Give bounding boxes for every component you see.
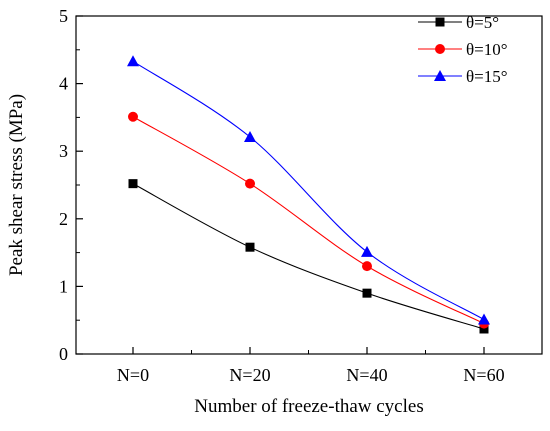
data-point	[245, 178, 255, 189]
x-tick-label: N=20	[229, 365, 270, 385]
data-point	[362, 288, 372, 298]
legend-marker	[435, 17, 445, 27]
tick-labels: 0 1 2 3 4 5 N=0 N=20 N=40 N=60	[59, 6, 505, 385]
series-3	[127, 55, 490, 325]
data-point	[128, 111, 138, 122]
data-point	[128, 179, 138, 189]
series-1	[128, 179, 489, 334]
axis-ticks	[76, 15, 485, 355]
x-tick-label: N=60	[463, 365, 504, 385]
data-point	[127, 55, 139, 67]
y-tick-label: 4	[59, 74, 68, 94]
series-layer	[127, 55, 490, 334]
y-tick-label: 5	[59, 6, 68, 26]
legend-item: θ=10°	[418, 40, 508, 59]
x-tick-label: N=0	[117, 365, 149, 385]
legend-item: θ=15°	[418, 67, 508, 86]
data-point	[362, 261, 372, 272]
y-tick-label: 0	[59, 344, 68, 364]
legend-label: θ=15°	[466, 67, 508, 86]
y-tick-label: 3	[59, 141, 68, 161]
series-line	[132, 183, 485, 330]
legend-label: θ=5°	[466, 13, 499, 32]
data-point	[478, 313, 490, 325]
data-point	[245, 242, 255, 252]
x-axis-label: Number of freeze-thaw cycles	[194, 396, 423, 417]
data-point	[479, 324, 489, 334]
x-tick-label: N=40	[346, 365, 387, 385]
legend: θ=5° θ=10° θ=15°	[418, 13, 508, 86]
series-line	[132, 116, 485, 325]
legend-item: θ=5°	[418, 13, 499, 32]
series-2	[128, 111, 489, 329]
y-tick-label: 2	[59, 209, 68, 229]
legend-marker	[434, 70, 446, 81]
legend-label: θ=10°	[466, 40, 508, 59]
y-axis-label: Peak shear stress (MPa)	[6, 94, 27, 276]
series-line	[132, 60, 485, 321]
legend-marker	[435, 44, 445, 54]
data-point	[244, 131, 256, 143]
data-point	[361, 245, 373, 257]
y-tick-label: 1	[59, 276, 68, 296]
